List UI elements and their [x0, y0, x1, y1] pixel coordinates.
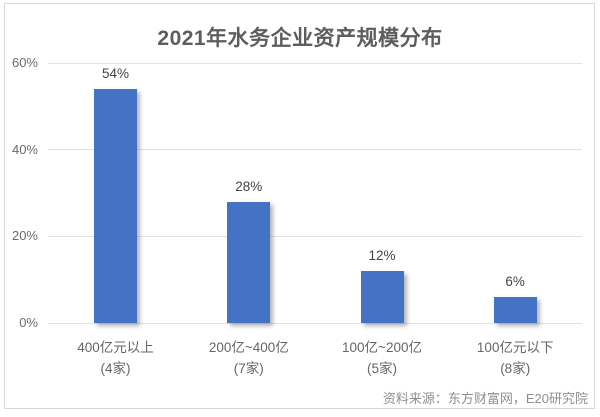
- gridline: [48, 322, 582, 324]
- gridline: [48, 235, 582, 237]
- x-axis-category-range: 100亿元以下: [476, 340, 554, 355]
- chart-title: 2021年水务企业资产规模分布: [157, 27, 443, 50]
- gridline: [48, 149, 582, 151]
- bar-value-label: 6%: [505, 274, 525, 289]
- bar-value-label: 54%: [101, 66, 130, 81]
- y-axis-tick-label: 0%: [19, 315, 38, 330]
- bar: [493, 297, 537, 323]
- bar: [360, 271, 404, 323]
- x-axis-category-count: (8家): [500, 361, 531, 376]
- x-axis-category-range: 100亿~200亿: [342, 340, 422, 355]
- x-axis-category-range: 400亿元以上: [77, 340, 154, 355]
- x-axis-category-count: (4家): [100, 361, 131, 376]
- x-axis-category-range: 200亿~400亿: [208, 340, 289, 355]
- y-axis-tick-label: 40%: [11, 141, 38, 157]
- x-axis-category-count: (5家): [367, 361, 397, 376]
- gridline: [48, 62, 582, 64]
- bar: [94, 89, 137, 323]
- y-axis-tick-label: 60%: [11, 55, 38, 70]
- source-note: 资料来源：东方财富网，E20研究院: [382, 391, 588, 406]
- bar: [227, 201, 271, 323]
- x-axis-category-count: (7家): [233, 361, 264, 376]
- y-axis-tick-label: 20%: [11, 228, 38, 244]
- bar-value-label: 28%: [235, 178, 263, 194]
- bar-value-label: 12%: [368, 248, 396, 263]
